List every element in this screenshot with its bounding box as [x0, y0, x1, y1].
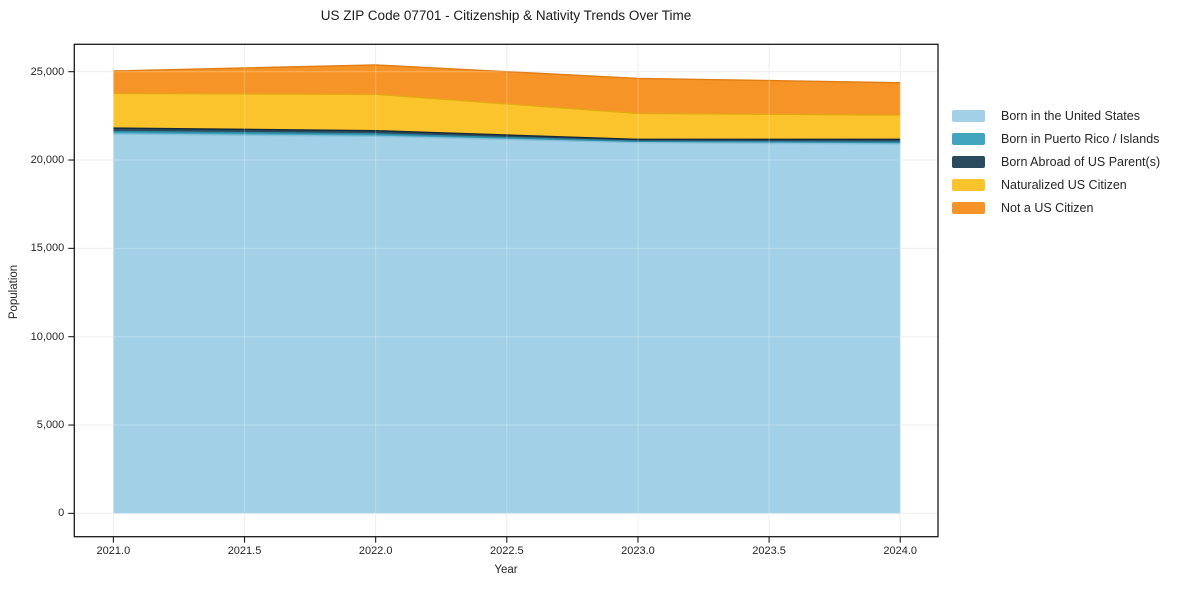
legend-item-not-a-us-citizen: Not a US Citizen — [952, 196, 1160, 219]
x-tick-label: 2023.5 — [752, 544, 786, 557]
y-axis-title: Population — [8, 264, 20, 320]
legend-item-naturalized-us-citizen: Naturalized US Citizen — [952, 173, 1160, 196]
legend-label: Born in Puerto Rico / Islands — [1001, 131, 1160, 146]
edge-born-in-puerto-rico-islands — [113, 130, 901, 143]
y-tick-label: 20,000 — [30, 154, 65, 167]
y-tick-label: 25,000 — [30, 65, 65, 78]
edge-born-in-the-united-states — [113, 133, 901, 145]
area-not-a-us-citizen — [113, 64, 901, 116]
edge-born-abroad-of-us-parent-s — [113, 127, 901, 141]
legend-swatch-icon — [952, 178, 985, 191]
legend-swatch-icon — [952, 132, 985, 145]
legend-swatch-icon — [952, 155, 985, 168]
x-tick-label: 2022.5 — [489, 544, 524, 557]
gridlines-over — [74, 44, 938, 537]
legend-item-born-in-the-united-states: Born in the United States — [952, 104, 1160, 127]
legend-label: Not a US Citizen — [1001, 200, 1094, 215]
legend-label: Born in the United States — [1001, 108, 1140, 123]
legend-item-born-in-puerto-rico-islands: Born in Puerto Rico / Islands — [952, 127, 1160, 150]
legend: Born in the United States Born in Puerto … — [952, 104, 1160, 219]
area-born-in-the-united-states — [113, 134, 901, 514]
legend-label: Naturalized US Citizen — [1001, 177, 1127, 192]
y-tick-label: 15,000 — [30, 242, 65, 255]
area-edge-lines — [113, 64, 901, 145]
x-tick-label: 2021.5 — [227, 544, 262, 557]
area-naturalized-us-citizen — [113, 93, 901, 140]
edge-naturalized-us-citizen — [113, 92, 901, 116]
x-tick-label: 2022.0 — [358, 544, 393, 557]
legend-label: Born Abroad of US Parent(s) — [1001, 154, 1161, 169]
x-tick-label: 2024.0 — [883, 544, 918, 557]
y-tick-label: 10,000 — [30, 330, 65, 343]
chart-title: US ZIP Code 07701 - Citizenship & Nativi… — [320, 8, 692, 23]
x-tick-label: 2023.0 — [621, 544, 655, 557]
x-axis-title: Year — [494, 564, 518, 576]
plot-frame — [73, 43, 939, 538]
x-tick-label: 2021.0 — [96, 544, 131, 557]
legend-swatch-icon — [952, 201, 985, 214]
y-tick-label: 5,000 — [36, 419, 65, 432]
edge-not-a-us-citizen — [113, 64, 901, 84]
y-tick-label: 0 — [58, 507, 65, 520]
axes-frame-and-ticks — [68, 43, 939, 543]
legend-item-born-abroad-of-us-parent-s: Born Abroad of US Parent(s) — [952, 150, 1160, 173]
legend-swatch-icon — [952, 109, 985, 122]
